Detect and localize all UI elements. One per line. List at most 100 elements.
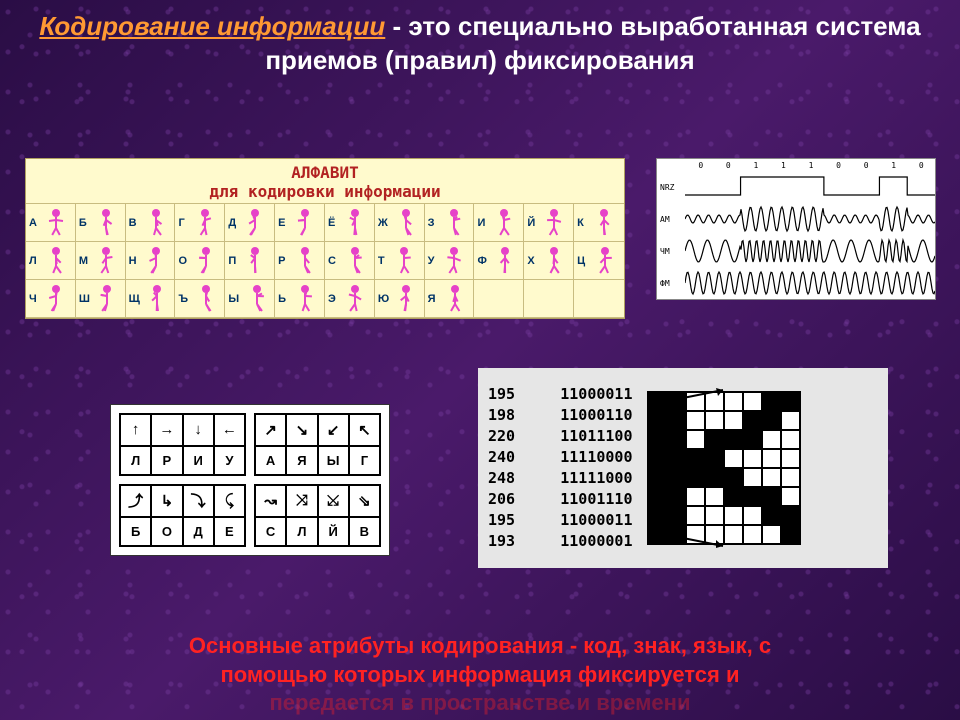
- bitmap-cell: [687, 393, 706, 412]
- bitmap-cell: [744, 526, 763, 545]
- alpha-cell: В: [126, 204, 176, 242]
- stick-figure-icon: [389, 284, 423, 314]
- bitmap-cell: [725, 488, 744, 507]
- alpha-letter: М: [79, 255, 88, 267]
- alpha-letter: В: [129, 217, 137, 229]
- alpha-letter: Э: [328, 293, 336, 305]
- letter-cell: У: [214, 446, 245, 475]
- bitmap-cell: [687, 450, 706, 469]
- stick-figure-icon: [187, 246, 224, 276]
- letter-cell: Б: [120, 517, 151, 546]
- alpha-cell: И: [474, 204, 524, 242]
- alpha-cell: Ш: [76, 280, 126, 318]
- arrow-cell: ↗: [255, 414, 286, 446]
- bitmap-cell: [668, 507, 687, 526]
- alpha-cell: [574, 280, 624, 318]
- arrow-cell: ⤨: [286, 485, 317, 517]
- wave-bit: 1: [797, 161, 825, 170]
- bitmap-panel: 195 11000011 198 11000110 220 11011100 2…: [478, 368, 888, 568]
- arrow-block: ↝⤨⤩⇘СЛЙВ: [254, 484, 381, 547]
- alpha-letter: Т: [378, 255, 385, 267]
- bitmap-cell: [763, 393, 782, 412]
- bitmap-cell: [706, 393, 725, 412]
- stick-figure-icon: [336, 284, 374, 314]
- letter-cell: Е: [214, 517, 245, 546]
- alpha-letter: Ю: [378, 293, 389, 305]
- bitmap-cell: [763, 450, 782, 469]
- alpha-cell: Н: [126, 242, 176, 280]
- alpha-cell: Р: [275, 242, 325, 280]
- wave-bit: 0: [825, 161, 853, 170]
- bitmap-cell: [706, 526, 725, 545]
- alpha-letter: Я: [428, 293, 436, 305]
- stick-figure-icon: [37, 284, 75, 314]
- bitmap-cell: [744, 507, 763, 526]
- letter-cell: Д: [183, 517, 214, 546]
- bitmap-cell: [725, 507, 744, 526]
- bitmap-cell: [763, 488, 782, 507]
- bitmap-cell: [782, 526, 801, 545]
- stick-figure-icon: [88, 246, 125, 276]
- bitmap-cell: [782, 393, 801, 412]
- wave-line-icon: [685, 235, 935, 267]
- wave-bit: 0: [687, 161, 715, 170]
- stick-figure-icon: [137, 208, 175, 238]
- alpha-letter: У: [428, 255, 435, 267]
- alpha-letter: Л: [29, 255, 37, 267]
- wave-bits: 001110010: [657, 159, 935, 171]
- bitmap-cell: [687, 469, 706, 488]
- stick-figure-icon: [535, 208, 573, 238]
- stick-figure-icon: [286, 284, 324, 314]
- alpha-cell: П: [225, 242, 275, 280]
- alpha-letter: Ъ: [178, 293, 188, 305]
- stick-figure-icon: [137, 246, 175, 276]
- stick-figure-icon: [584, 208, 624, 238]
- bitmap-cell: [763, 431, 782, 450]
- alpha-letter: Б: [79, 217, 87, 229]
- wave-bit: 0: [852, 161, 880, 170]
- letter-cell: Ы: [318, 446, 349, 475]
- arrow-cell: ↳: [151, 485, 182, 517]
- alpha-letter: Ш: [79, 293, 90, 305]
- bitmap-cell: [706, 469, 725, 488]
- bitmap-cell: [706, 507, 725, 526]
- stick-figure-icon: [37, 246, 75, 276]
- alpha-cell: [474, 280, 524, 318]
- stick-figure-icon: [37, 208, 75, 238]
- stick-figure-icon: [90, 284, 125, 314]
- wave-bit: 1: [742, 161, 770, 170]
- alpha-cell: Ы: [225, 280, 275, 318]
- arrow-cell: ⇘: [349, 485, 380, 517]
- bitmap-cell: [668, 393, 687, 412]
- stick-figure-icon: [388, 208, 424, 238]
- bitmap-cell: [687, 488, 706, 507]
- alpha-cell: З: [425, 204, 475, 242]
- alpha-letter: К: [577, 217, 584, 229]
- alpha-letter: С: [328, 255, 336, 267]
- alpha-cell: Я: [425, 280, 475, 318]
- bitmap-cell: [649, 412, 668, 431]
- alpha-letter: Ь: [278, 293, 286, 305]
- bitmap-cell: [725, 393, 744, 412]
- stick-figure-icon: [487, 246, 523, 276]
- alpha-letter: А: [29, 217, 37, 229]
- bitmap-cell: [725, 526, 744, 545]
- bitmap-cell: [706, 488, 725, 507]
- bitmap-cell: [649, 507, 668, 526]
- arrow-cell: ⤵: [183, 485, 214, 517]
- alpha-cell: Ь: [275, 280, 325, 318]
- alpha-cell: Э: [325, 280, 375, 318]
- letter-cell: В: [349, 517, 380, 546]
- alpha-letter: Ц: [577, 255, 585, 267]
- alphabet-grid: АБВГДЕЁЖЗИЙКЛМНОПРСТУФХЦЧШЩЪЫЬЭЮЯ: [26, 203, 624, 318]
- alpha-cell: М: [76, 242, 126, 280]
- bitmap-cell: [649, 431, 668, 450]
- letter-cell: Л: [120, 446, 151, 475]
- footer-line2: помощью которых информация фиксируется и: [0, 661, 960, 690]
- alpha-letter: Ё: [328, 217, 335, 229]
- alpha-cell: Ъ: [175, 280, 225, 318]
- alpha-cell: Ч: [26, 280, 76, 318]
- arrow-panel: ↑→↓←ЛРИУ↗↘↙↖АЯЫГ⤴↳⤵⤹БОДЕ↝⤨⤩⇘СЛЙВ: [110, 404, 390, 556]
- bitmap-cell: [763, 526, 782, 545]
- bitmap-cell: [706, 450, 725, 469]
